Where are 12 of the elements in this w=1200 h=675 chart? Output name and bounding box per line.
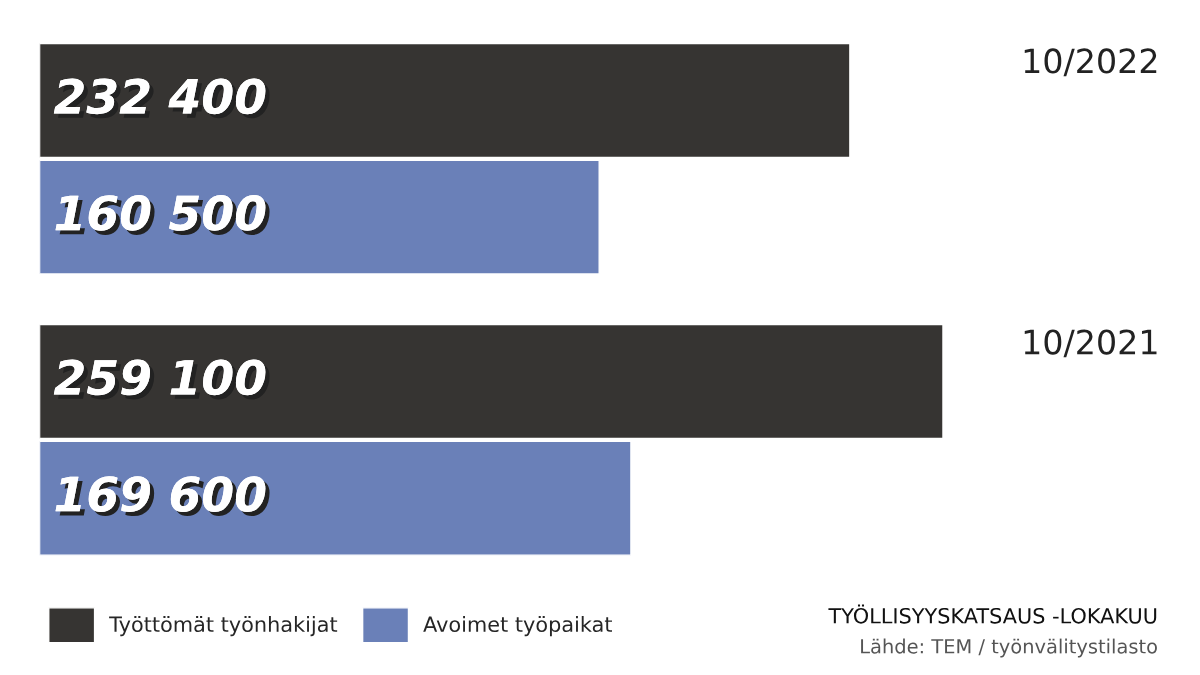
data-label: 232 400 [53,78,270,119]
legend-label: Avoimet työpaikat [423,615,613,637]
text: Lähde: TEM / työnvälitystilasto [861,638,1157,658]
data-label: 169 600 [55,476,270,517]
legend-label: Työttömät työnhakijat [109,615,338,637]
data-label: 259 100 [53,359,270,400]
y-tick-label: 10/2021 [1024,329,1157,358]
text: TYÖLLISYYSKATSAUS -LOKAKUU [828,604,1157,624]
bar [39,440,632,556]
data-label: 160 500 [55,195,270,236]
y-tick-label: 10/2022 [1024,48,1157,77]
bar [39,323,944,440]
